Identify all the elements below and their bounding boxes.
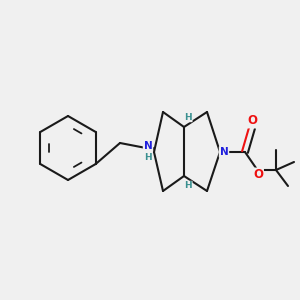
Text: N: N [220,147,228,157]
Text: H: H [184,112,192,122]
Text: O: O [247,115,257,128]
Text: H: H [144,154,152,163]
Text: H: H [184,182,192,190]
Text: O: O [253,169,263,182]
Text: N: N [144,141,152,151]
